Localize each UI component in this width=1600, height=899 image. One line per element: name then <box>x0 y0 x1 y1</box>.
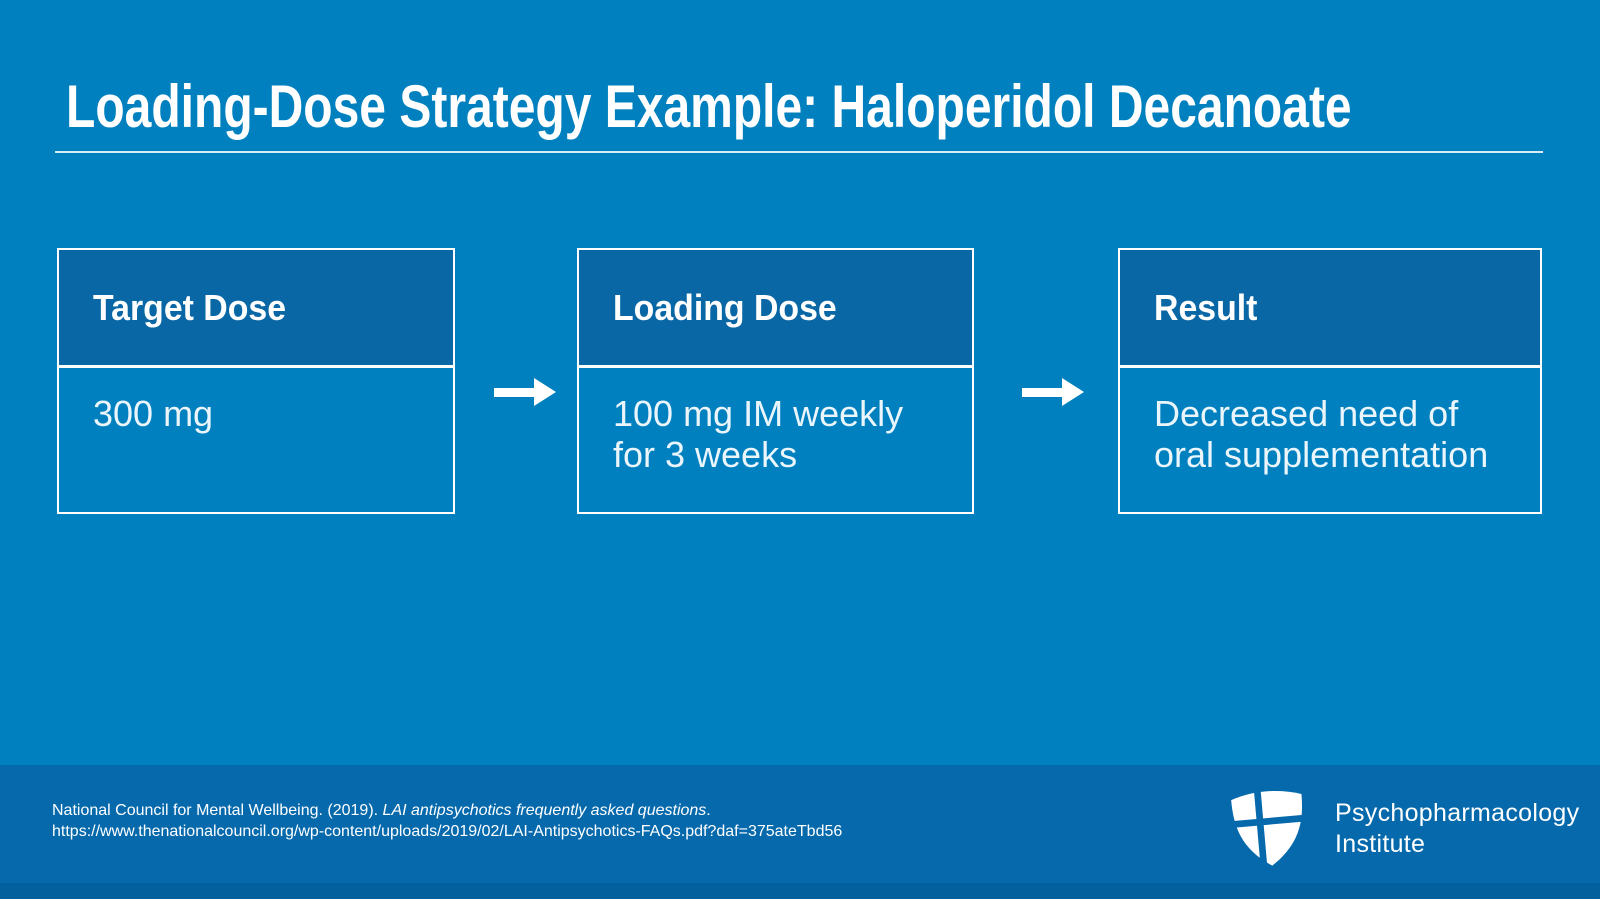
flow-box-body: 300 mg <box>93 393 214 434</box>
brand-line2: Institute <box>1335 830 1426 858</box>
arrow-head <box>1062 378 1084 406</box>
flow-box-body: Decreased need of oral supplementation <box>1154 393 1489 475</box>
arrow-shaft <box>494 388 535 397</box>
arrow-head <box>534 378 556 406</box>
flow-box-result: Result Decreased need of oral supplement… <box>1118 248 1542 514</box>
arrow-right-icon <box>494 378 556 406</box>
flow-box-header: Loading Dose <box>579 250 972 368</box>
slide-title: Loading-Dose Strategy Example: Haloperid… <box>66 73 1352 140</box>
footer-bottom-strip <box>0 883 1600 899</box>
flow-box-header: Target Dose <box>59 250 453 368</box>
flow-box-header: Result <box>1120 250 1540 368</box>
arrow-shaft <box>1022 388 1063 397</box>
title-divider <box>55 151 1543 153</box>
citation-suffix: . <box>706 802 711 819</box>
flow-box-header-label: Result <box>1154 286 1258 328</box>
footer-band: National Council for Mental Wellbeing. (… <box>0 765 1600 899</box>
shield-logo-icon <box>1226 786 1311 871</box>
citation: National Council for Mental Wellbeing. (… <box>52 800 842 842</box>
citation-prefix: National Council for Mental Wellbeing. (… <box>52 802 383 819</box>
arrow-right-icon <box>1022 378 1084 406</box>
flow-box-body: 100 mg IM weekly for 3 weeks <box>613 393 904 475</box>
citation-url: https://www.thenationalcouncil.org/wp-co… <box>52 823 843 840</box>
brand-name: Psychopharmacology Institute <box>1335 798 1579 860</box>
flow-box-header-label: Loading Dose <box>613 286 837 328</box>
flow-box-header-label: Target Dose <box>93 286 287 328</box>
flow-box-loading-dose: Loading Dose 100 mg IM weekly for 3 week… <box>577 248 974 514</box>
brand-line1: Psychopharmacology <box>1335 799 1580 827</box>
citation-source-title: LAI antipsychotics frequently asked ques… <box>382 802 707 819</box>
flow-box-target-dose: Target Dose 300 mg <box>57 248 455 514</box>
